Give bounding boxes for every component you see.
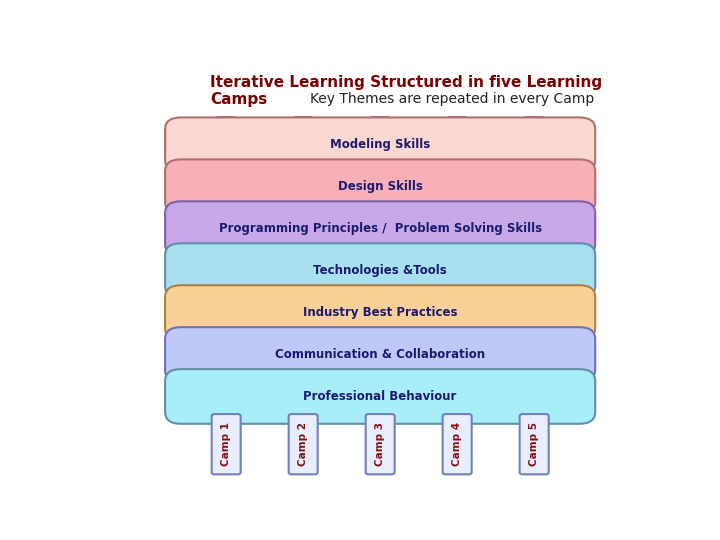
Bar [526,328,542,339]
Text: Modeling Skills: Modeling Skills [330,138,431,151]
Bar [449,202,465,213]
Bar [526,286,542,297]
Bar [295,202,311,213]
Bar [449,286,465,297]
FancyBboxPatch shape [366,414,395,474]
FancyBboxPatch shape [212,414,240,474]
Text: Professional Behaviour: Professional Behaviour [303,390,457,403]
Bar [295,160,311,171]
Bar [295,244,311,255]
FancyBboxPatch shape [370,117,390,131]
Bar [372,160,388,171]
FancyBboxPatch shape [165,201,595,256]
Bar [449,160,465,171]
Text: Camp 3: Camp 3 [375,422,385,466]
Bar [218,160,234,171]
Bar [295,286,311,297]
Bar [449,328,465,339]
Bar [295,328,311,339]
FancyBboxPatch shape [165,369,595,424]
FancyBboxPatch shape [165,159,595,214]
FancyBboxPatch shape [165,117,595,172]
Bar [526,244,542,255]
Bar [526,202,542,213]
Bar [526,160,542,171]
FancyBboxPatch shape [293,117,313,131]
Text: Design Skills: Design Skills [338,180,423,193]
FancyBboxPatch shape [216,117,236,131]
Bar [449,244,465,255]
FancyBboxPatch shape [443,414,472,474]
FancyBboxPatch shape [520,414,549,474]
Text: Iterative Learning Structured in five Learning: Iterative Learning Structured in five Le… [210,75,602,90]
FancyBboxPatch shape [293,410,313,424]
FancyBboxPatch shape [289,414,318,474]
Bar [372,370,388,381]
Bar [372,244,388,255]
Bar [372,202,388,213]
FancyBboxPatch shape [370,410,390,424]
FancyBboxPatch shape [447,117,467,131]
FancyBboxPatch shape [165,285,595,340]
Text: Camps: Camps [210,92,267,107]
FancyBboxPatch shape [165,244,595,298]
Text: Camp 4: Camp 4 [452,422,462,466]
FancyBboxPatch shape [165,327,595,382]
Bar [218,328,234,339]
FancyBboxPatch shape [524,410,544,424]
Bar [372,328,388,339]
Text: Key Themes are repeated in every Camp: Key Themes are repeated in every Camp [310,92,595,106]
FancyBboxPatch shape [447,410,467,424]
Text: Technologies &Tools: Technologies &Tools [313,264,447,277]
Bar [372,286,388,297]
FancyBboxPatch shape [216,410,236,424]
Bar [218,286,234,297]
Text: Programming Principles /  Problem Solving Skills: Programming Principles / Problem Solving… [219,222,541,235]
Bar [295,370,311,381]
Bar [218,370,234,381]
Text: Industry Best Practices: Industry Best Practices [303,306,457,319]
Text: Camp 1: Camp 1 [221,422,231,466]
Text: Camp 5: Camp 5 [529,422,539,466]
Text: Camp 2: Camp 2 [298,422,308,466]
Bar [449,370,465,381]
Bar [526,370,542,381]
FancyBboxPatch shape [524,117,544,131]
Text: Communication & Collaboration: Communication & Collaboration [275,348,485,361]
Bar [218,202,234,213]
Bar [218,244,234,255]
